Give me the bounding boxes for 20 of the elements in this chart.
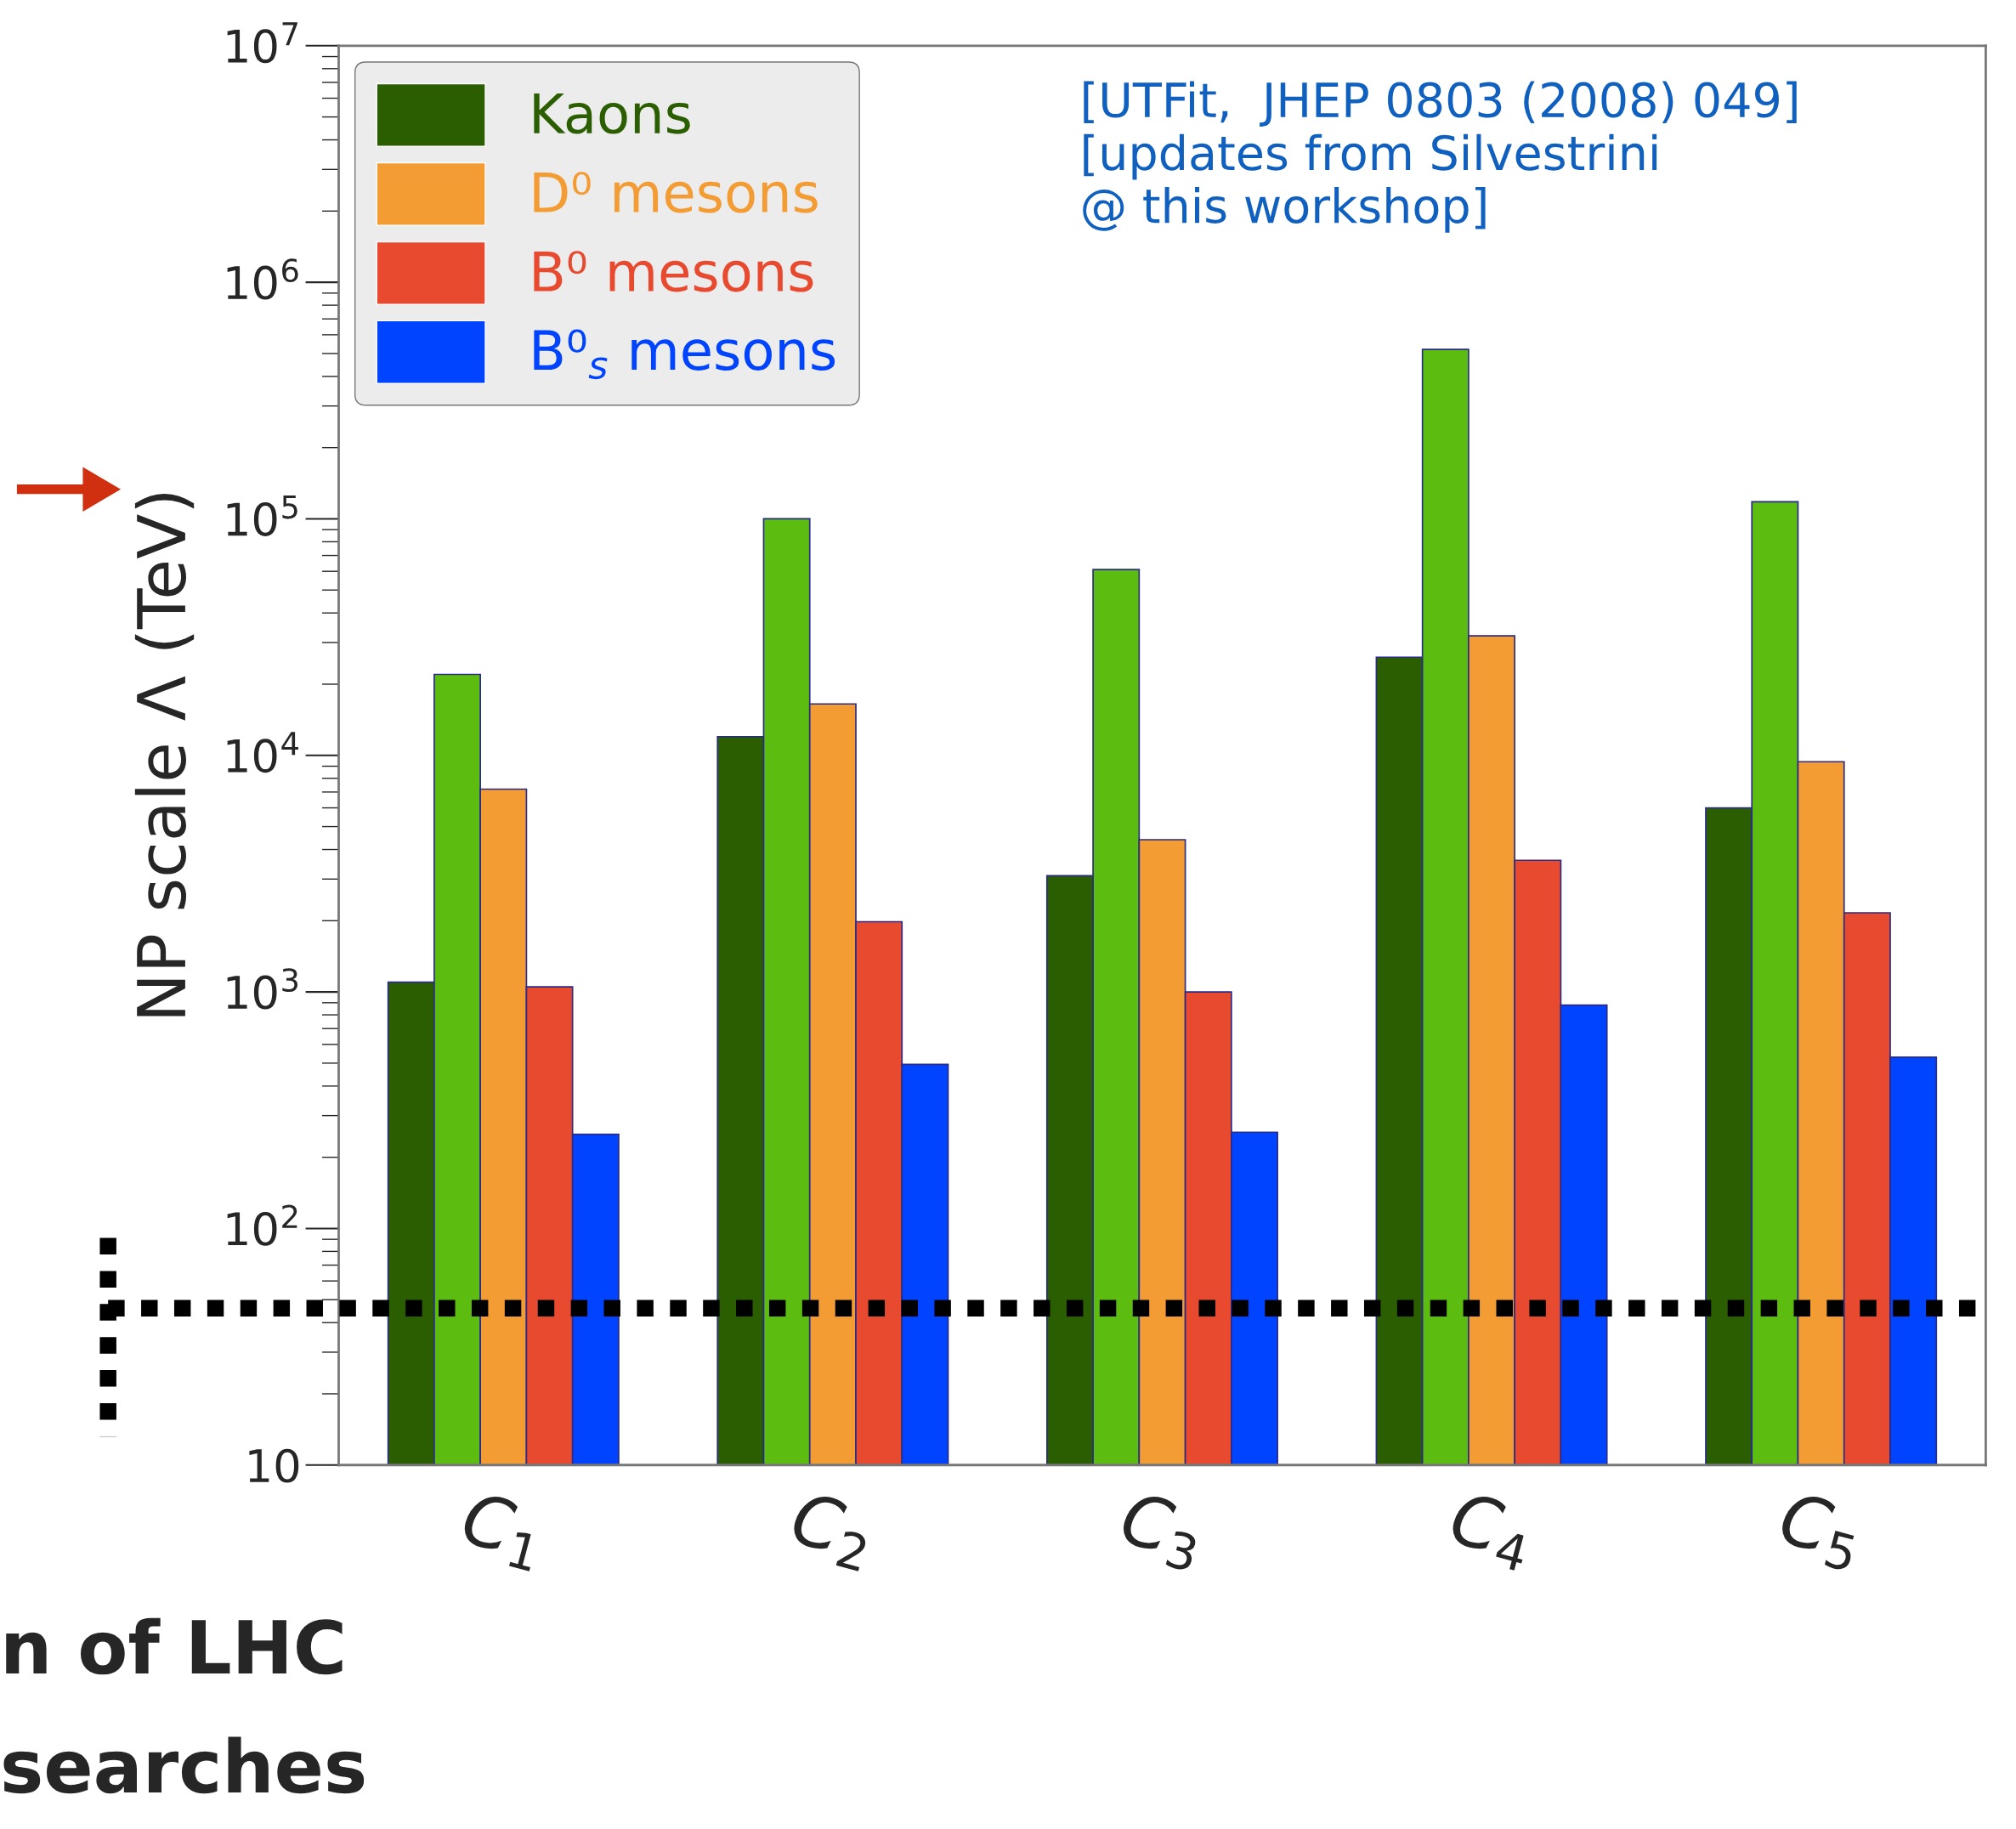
legend-label: Kaons	[534, 93, 690, 134]
legend-label: B⁰$_{s}$ mesons	[534, 329, 835, 380]
y-tick-label: 10$^{2}$	[227, 1204, 297, 1246]
x-tick-label: C$_{1}$	[457, 1490, 546, 1571]
legend-label: D⁰ mesons	[534, 172, 818, 213]
annotation: [UTFit, JHEP 0803 (2008) 049] [updates from Silvestrini @ this workshop]	[1083, 81, 1797, 233]
y-tick-label: 10$^{4}$	[227, 732, 298, 773]
x-tick-label: C$_{5}$	[1775, 1490, 1864, 1572]
y-tick-label: 10$^{5}$	[227, 495, 297, 536]
y-tick-label: 10$^{6}$	[227, 258, 298, 300]
y-tick-label: 10	[249, 1448, 299, 1483]
y-axis-title: NP scale Λ (TeV)	[134, 494, 195, 1016]
y-tick-label: 10$^{3}$	[227, 968, 298, 1010]
y-tick-label: 10$^{7}$	[227, 22, 297, 64]
legend-label: B⁰ mesons	[534, 251, 813, 292]
text: searches	[3, 1736, 365, 1794]
x-tick-label: C$_{2}$	[787, 1490, 875, 1571]
x-tick-label: C$_{3}$	[1116, 1490, 1206, 1572]
text: n of LHC	[6, 1617, 343, 1675]
x-tick-label: C$_{4}$	[1446, 1490, 1537, 1572]
